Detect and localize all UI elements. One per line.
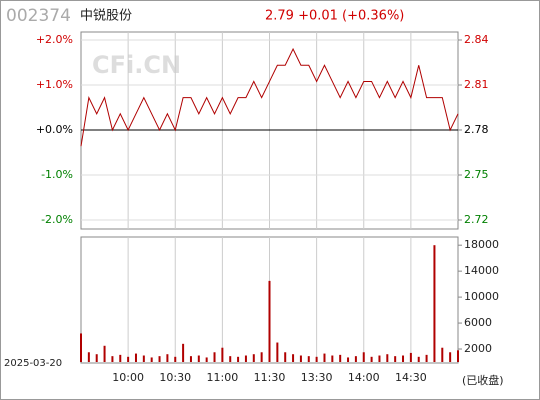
volume-bar xyxy=(134,353,137,362)
x-tick-label: 10:00 xyxy=(112,371,144,384)
y-tick-label: 18000 xyxy=(464,238,499,251)
volume-bar xyxy=(142,355,145,362)
volume-bar xyxy=(229,356,232,362)
x-tick-label: 11:00 xyxy=(207,371,239,384)
volume-bar xyxy=(284,352,287,362)
volume-bar xyxy=(402,355,405,362)
volume-bar xyxy=(103,345,106,362)
y-tick-label: -1.0% xyxy=(41,168,73,181)
volume-bar xyxy=(95,354,98,362)
volume-bar xyxy=(394,356,397,362)
volume-bar xyxy=(457,350,459,362)
volume-bar xyxy=(127,356,130,362)
volume-bar xyxy=(87,352,90,362)
volume-bar xyxy=(158,356,161,362)
volume-bar xyxy=(213,352,216,362)
volume-bar xyxy=(417,356,420,362)
volume-bar xyxy=(111,356,114,362)
volume-bar xyxy=(386,354,389,362)
x-tick-label: 10:30 xyxy=(159,371,191,384)
volume-bar xyxy=(299,355,302,362)
volume-bar xyxy=(347,357,350,362)
status: (已收盘) xyxy=(462,373,504,387)
date: 2025-03-20 xyxy=(4,358,62,369)
volume-bar xyxy=(409,352,412,362)
volume-bar xyxy=(205,357,208,362)
y-tick-label: 2000 xyxy=(464,342,492,355)
volume-bar xyxy=(441,347,444,362)
volume-bar xyxy=(244,355,247,362)
volume-bar xyxy=(323,353,326,362)
volume-bar xyxy=(362,352,365,362)
volume-bar xyxy=(260,352,263,362)
y2-tick-label: 2.75 xyxy=(464,168,489,181)
stock-code: 002374 xyxy=(6,6,71,26)
volume-bar xyxy=(307,356,310,362)
volume-bar xyxy=(339,354,342,362)
volume-bar xyxy=(119,354,122,362)
volume-bar xyxy=(276,342,279,362)
volume-bar xyxy=(449,352,452,362)
volume-bar xyxy=(237,356,240,362)
y-tick-label: +0.0% xyxy=(36,123,73,136)
volume-bar xyxy=(331,355,334,362)
y-tick-label: +2.0% xyxy=(36,33,73,46)
y2-tick-label: 2.84 xyxy=(464,33,489,46)
y-tick-label: -2.0% xyxy=(41,213,73,226)
volume-bar xyxy=(174,356,177,362)
volume-bar xyxy=(150,357,153,362)
y2-tick-label: 2.81 xyxy=(464,78,489,91)
volume-bar xyxy=(292,354,295,362)
volume-bar xyxy=(425,354,428,362)
volume-bar xyxy=(315,356,318,362)
y-tick-label: 14000 xyxy=(464,264,499,277)
volume-bar xyxy=(370,356,373,362)
volume-bar xyxy=(433,245,436,362)
y-tick-label: 6000 xyxy=(464,316,492,329)
volume-bar xyxy=(378,355,381,362)
stock-name: 中锐股份 xyxy=(80,9,132,24)
quote: 2.79 +0.01 (+0.36%) xyxy=(265,9,404,24)
volume-bar xyxy=(221,347,224,362)
volume-bar xyxy=(80,333,82,362)
y-tick-label: +1.0% xyxy=(36,78,73,91)
volume-bar xyxy=(189,356,192,362)
volume-bar xyxy=(197,355,200,362)
volume-bar xyxy=(268,280,271,362)
volume-bar xyxy=(354,356,357,362)
y-tick-label: 10000 xyxy=(464,290,499,303)
price-line xyxy=(80,47,459,147)
watermark: CFi.CN xyxy=(92,51,181,79)
y2-tick-label: 2.78 xyxy=(464,123,489,136)
volume-bar xyxy=(166,354,169,362)
x-tick-label: 14:30 xyxy=(395,371,427,384)
x-tick-label: 14:00 xyxy=(348,371,380,384)
x-tick-label: 13:30 xyxy=(301,371,333,384)
x-tick-label: 11:30 xyxy=(254,371,286,384)
y2-tick-label: 2.72 xyxy=(464,213,489,226)
volume-bar xyxy=(182,343,185,362)
volume-bar xyxy=(252,354,255,362)
